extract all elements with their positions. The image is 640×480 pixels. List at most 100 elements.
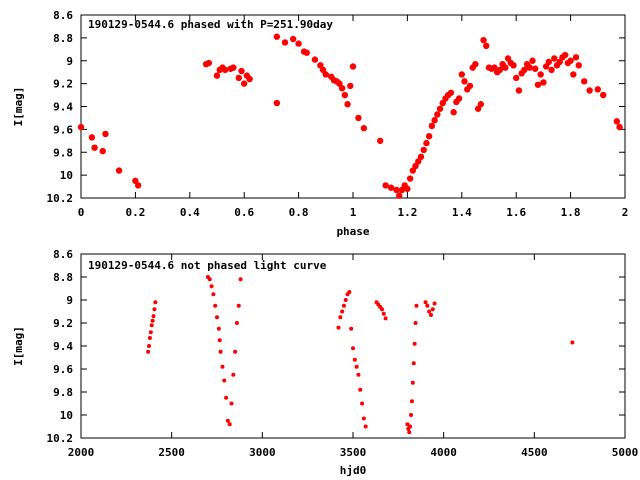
data-point (616, 123, 623, 131)
data-point (303, 49, 310, 56)
data-point (340, 309, 345, 314)
data-point (458, 71, 465, 78)
plot-frame (80, 14, 626, 199)
data-point (227, 422, 232, 427)
data-point (322, 71, 329, 78)
data-point (540, 79, 547, 86)
y-tick-label: 9 (66, 294, 73, 307)
y-axis-label: I[mag] (12, 326, 25, 366)
data-point (347, 82, 354, 90)
data-point (115, 167, 123, 174)
data-point (358, 387, 363, 392)
data-point (341, 303, 346, 308)
data-point (289, 35, 297, 43)
data-point (222, 378, 227, 383)
axis-ticks (80, 253, 626, 439)
data-point (220, 364, 225, 369)
plot-frame (80, 253, 626, 439)
x-tick-label: 4500 (521, 446, 548, 459)
data-point (408, 424, 413, 429)
data-point (355, 114, 362, 122)
y-tick-label: 9.6 (53, 363, 73, 376)
data-point (231, 372, 236, 377)
data-point (411, 361, 416, 366)
chart-title: 190129-0544.6 phased with P=251.90day (88, 18, 333, 31)
axis-tick-labels: 2000 2500 3000 3500 4000 4500 5000 8.6 8.8 9 9.2 9.… (47, 248, 639, 459)
y-tick-label: 8.8 (53, 32, 73, 45)
data-point (215, 315, 219, 320)
data-point (213, 303, 218, 308)
data-point (382, 182, 389, 189)
y-tick-label: 10.2 (47, 192, 74, 205)
x-axis-label: phase (336, 225, 369, 238)
data-point (148, 330, 153, 335)
data-point (423, 139, 430, 147)
data-point (349, 326, 354, 331)
data-point (216, 326, 221, 331)
data-point (513, 74, 520, 82)
x-tick-label: 2500 (158, 446, 185, 459)
data-point (430, 307, 435, 312)
data-point (151, 314, 156, 319)
data-point (413, 321, 418, 325)
data-point (273, 99, 281, 107)
data-point (428, 122, 436, 130)
data-point (146, 349, 151, 354)
y-tick-label: 8.6 (53, 9, 73, 22)
x-axis-label: hjd0 (340, 464, 367, 477)
x-tick-label: 0.2 (125, 206, 145, 219)
data-point (338, 85, 346, 92)
data-point (496, 66, 504, 74)
y-tick-label: 10 (60, 409, 73, 422)
data-point (99, 147, 106, 155)
data-point (236, 303, 241, 308)
data-point (134, 182, 142, 189)
data-point (363, 424, 368, 429)
data-point (423, 300, 428, 305)
data-point (466, 82, 474, 90)
axis-ticks (80, 14, 626, 199)
data-point (431, 117, 438, 124)
data-point (338, 315, 343, 320)
data-point (213, 72, 221, 79)
data-point (387, 184, 395, 191)
data-point (211, 292, 216, 297)
y-axis-label: I[mag] (12, 87, 25, 127)
x-tick-label: 4000 (430, 446, 457, 459)
data-point (404, 185, 411, 193)
y-tick-label: 8.6 (53, 248, 73, 261)
data-point (447, 89, 455, 96)
data-point (561, 51, 569, 59)
data-point (406, 175, 414, 182)
data-point (432, 301, 437, 306)
data-point (230, 64, 237, 71)
data-point (567, 57, 574, 64)
data-point (234, 321, 239, 325)
y-tick-label: 9 (66, 55, 73, 68)
data-point (532, 65, 539, 72)
data-point (341, 91, 349, 99)
data-point (229, 401, 234, 406)
y-tick-label: 9.6 (53, 123, 73, 136)
data-point (380, 307, 385, 312)
data-point (273, 33, 281, 40)
data-point (455, 95, 463, 102)
data-point (409, 399, 414, 404)
unphased-light-curve-panel: 2000 2500 3000 3500 4000 4500 5000 8.6 8.8 9 9.2 9.… (12, 248, 638, 477)
data-point (545, 58, 553, 66)
data-point (205, 59, 213, 67)
data-point (356, 372, 361, 377)
data-point (77, 123, 85, 131)
x-tick-label: 2000 (68, 446, 95, 459)
data-point (352, 357, 357, 362)
x-tick-label: 3000 (249, 446, 276, 459)
y-tick-label: 8.8 (53, 271, 73, 284)
data-point (235, 74, 242, 82)
data-point (383, 316, 388, 321)
data-point (581, 78, 588, 85)
data-point (361, 416, 366, 421)
data-point (483, 42, 490, 50)
y-tick-label: 9.4 (53, 101, 73, 114)
data-point (393, 186, 400, 194)
data-point (218, 349, 223, 354)
